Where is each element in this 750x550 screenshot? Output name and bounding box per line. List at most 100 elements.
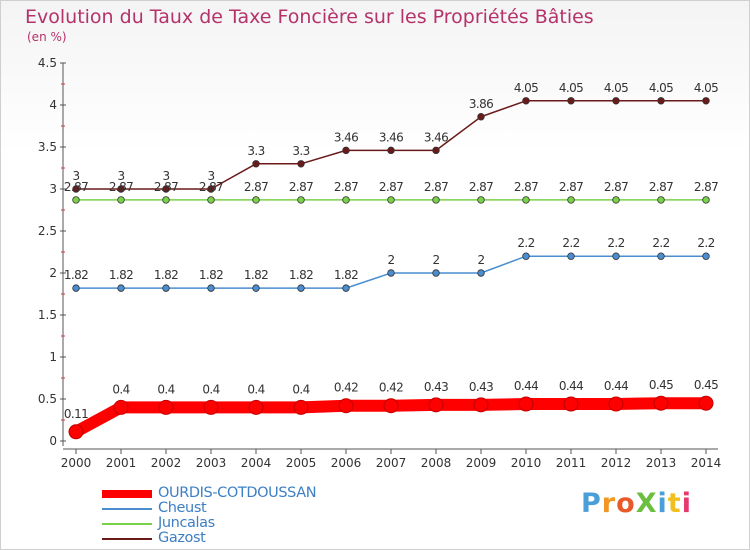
x-tick-label: 2009	[466, 456, 497, 470]
data-label: 0.42	[334, 381, 358, 395]
data-label: 3.3	[247, 144, 264, 158]
data-point	[653, 395, 669, 411]
data-label: 0.44	[559, 379, 583, 393]
data-point	[387, 269, 395, 277]
data-point	[207, 185, 215, 193]
data-point	[117, 196, 125, 204]
data-point	[162, 185, 170, 193]
x-tick-label: 2013	[646, 456, 677, 470]
legend-item: OURDIS-COTDOUSSAN	[102, 485, 402, 502]
y-tick-label: 3.5	[38, 140, 57, 154]
x-tick-label: 2014	[691, 456, 722, 470]
y-tick-label: 2	[49, 266, 57, 280]
y-tick-label: 4.5	[38, 56, 57, 70]
data-point	[297, 284, 305, 292]
x-tick-label: 2008	[421, 456, 452, 470]
data-label: 2.2	[697, 236, 714, 250]
x-tick-label: 2000	[61, 456, 92, 470]
data-label: 2.87	[604, 180, 628, 194]
data-point	[297, 196, 305, 204]
data-point	[72, 196, 80, 204]
data-point	[698, 395, 714, 411]
logo-letter: r	[601, 488, 617, 519]
data-label: 1.82	[64, 268, 88, 282]
data-label: 2.2	[562, 236, 579, 250]
chart-subtitle: (en %)	[27, 30, 67, 44]
x-tick-label: 2012	[601, 456, 632, 470]
data-label: 0.43	[469, 380, 493, 394]
data-label: 2.2	[652, 236, 669, 250]
data-point	[702, 196, 710, 204]
data-label: 1.82	[109, 268, 133, 282]
data-label: 0.4	[247, 382, 264, 396]
data-point	[473, 397, 489, 413]
data-label: 0.44	[604, 379, 628, 393]
data-label: 2.2	[517, 236, 534, 250]
data-point	[567, 196, 575, 204]
data-point	[117, 284, 125, 292]
data-point	[252, 196, 260, 204]
data-label: 0.4	[292, 382, 309, 396]
data-point	[612, 97, 620, 105]
data-point	[387, 146, 395, 155]
data-label: 3	[207, 169, 214, 183]
data-point	[207, 284, 215, 292]
data-label: 2.87	[559, 180, 583, 194]
legend-swatch	[102, 523, 152, 525]
data-point	[567, 97, 575, 105]
data-label: 2.87	[514, 180, 538, 194]
data-point	[477, 113, 485, 121]
y-tick-label: 1	[49, 350, 57, 364]
legend-item: Juncalas	[102, 515, 402, 532]
proxiti-logo: ProXiti	[581, 488, 692, 519]
data-label: 1.82	[244, 268, 268, 282]
data-label: 2.87	[334, 180, 358, 194]
data-label: 3	[162, 169, 169, 183]
legend-item: Cheust	[102, 500, 402, 517]
data-point	[612, 252, 620, 260]
data-point	[702, 97, 710, 105]
data-label: 2	[477, 253, 484, 267]
logo-letter: i	[657, 488, 668, 519]
data-label: 0.4	[157, 382, 174, 396]
data-label: 3.86	[469, 97, 493, 111]
data-point	[477, 196, 485, 204]
legend: OURDIS-COTDOUSSAN Cheust Juncalas Gazost	[102, 485, 402, 547]
data-label: 2.2	[607, 236, 624, 250]
data-label: 0.45	[649, 378, 673, 392]
data-label: 2.87	[154, 180, 178, 194]
data-label: 4.05	[649, 81, 673, 95]
data-label: 1.82	[289, 268, 313, 282]
legend-item: Gazost	[102, 530, 402, 547]
data-label: 2.87	[244, 180, 268, 194]
data-point	[162, 196, 170, 204]
legend-label: Juncalas	[158, 515, 215, 531]
data-point	[608, 396, 624, 412]
data-label: 3.46	[424, 130, 448, 144]
data-point	[657, 252, 665, 260]
data-label: 4.05	[604, 81, 628, 95]
data-point	[207, 196, 215, 204]
data-point	[252, 284, 260, 292]
data-label: 2.87	[424, 180, 448, 194]
data-label: 2.87	[289, 180, 313, 194]
data-label: 0.4	[112, 382, 129, 396]
data-label: 3	[117, 169, 124, 183]
x-tick-label: 2011	[556, 456, 587, 470]
data-label: 2	[387, 253, 394, 267]
data-label: 4.05	[694, 81, 718, 95]
x-tick-label: 2010	[511, 456, 542, 470]
data-point	[428, 397, 444, 413]
legend-label: Cheust	[158, 500, 207, 516]
data-label: 1.82	[334, 268, 358, 282]
y-tick-label: 2.5	[38, 224, 57, 238]
data-label: 2.87	[109, 180, 133, 194]
series-line-4	[75, 100, 707, 190]
data-label: 0.45	[694, 378, 718, 392]
data-point	[477, 269, 485, 277]
data-point	[522, 97, 530, 105]
data-point	[252, 160, 260, 168]
data-point	[657, 97, 665, 105]
